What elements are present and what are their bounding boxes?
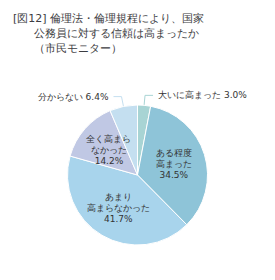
svg-text:34.5%: 34.5% — [160, 170, 189, 180]
svg-text:[図12] 倫理法・倫理規程により、国家: [図12] 倫理法・倫理規程により、国家 — [13, 12, 204, 25]
svg-text:14.2%: 14.2% — [95, 156, 124, 166]
svg-text:41.7%: 41.7% — [104, 214, 133, 224]
svg-text:分からない 6.4%: 分からない 6.4% — [38, 92, 109, 102]
svg-text:高まらなかった: 高まらなかった — [87, 203, 150, 213]
svg-text:公務員に対する信頼は高まったか: 公務員に対する信頼は高まったか — [13, 27, 199, 40]
svg-text:大いに高まった 3.0%: 大いに高まった 3.0% — [158, 90, 247, 100]
svg-text:全く高まら: 全く高まら — [86, 134, 131, 144]
svg-text:（市民モニター）: （市民モニター） — [13, 42, 122, 55]
svg-text:あまり: あまり — [105, 192, 132, 202]
svg-text:高まった: 高まった — [156, 159, 192, 169]
svg-text:ある程度: ある程度 — [156, 148, 192, 158]
svg-text:なかった: なかった — [91, 145, 127, 155]
